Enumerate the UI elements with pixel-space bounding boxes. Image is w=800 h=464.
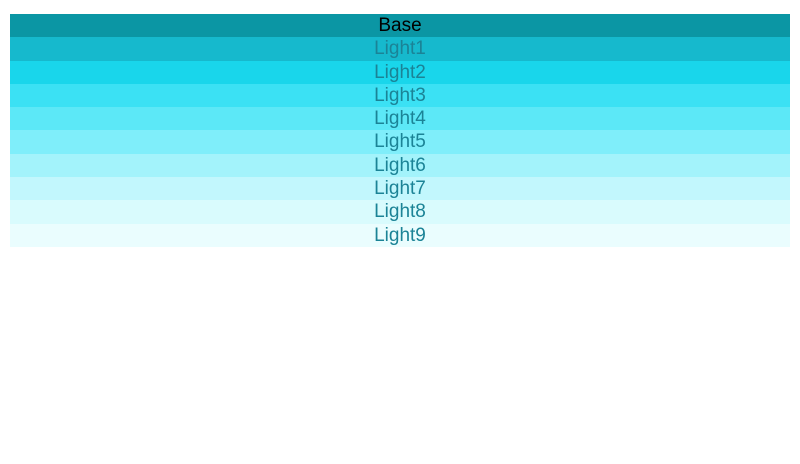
swatch-row-light3: Light3 xyxy=(10,83,790,108)
swatch-row-light4: Light4 xyxy=(10,107,790,131)
swatch-label: Light8 xyxy=(374,201,426,223)
swatch-row-light7: Light7 xyxy=(10,177,790,201)
swatch-label: Light5 xyxy=(374,131,426,153)
swatch-label: Base xyxy=(378,15,422,36)
swatch-row-light8: Light8 xyxy=(10,200,790,224)
swatch-label: Light1 xyxy=(374,38,426,60)
swatch-row-base: Base xyxy=(10,14,790,38)
swatch-label: Light9 xyxy=(374,224,426,246)
swatch-label: Light3 xyxy=(374,84,426,106)
swatch-row-light1: Light1 xyxy=(10,37,790,61)
swatch-row-light5: Light5 xyxy=(10,130,790,154)
swatch-row-light6: Light6 xyxy=(10,153,790,178)
swatch-row-light2: Light2 xyxy=(10,60,790,84)
swatch-label: Light2 xyxy=(374,61,426,83)
swatch-row-light9: Light9 xyxy=(10,223,790,247)
swatch-label: Light4 xyxy=(374,108,426,130)
swatch-label: Light7 xyxy=(374,178,426,200)
color-scale: Base Light1 Light2 Light3 Light4 Light5 Light6… xyxy=(10,14,790,247)
swatch-label: Light6 xyxy=(374,154,426,176)
